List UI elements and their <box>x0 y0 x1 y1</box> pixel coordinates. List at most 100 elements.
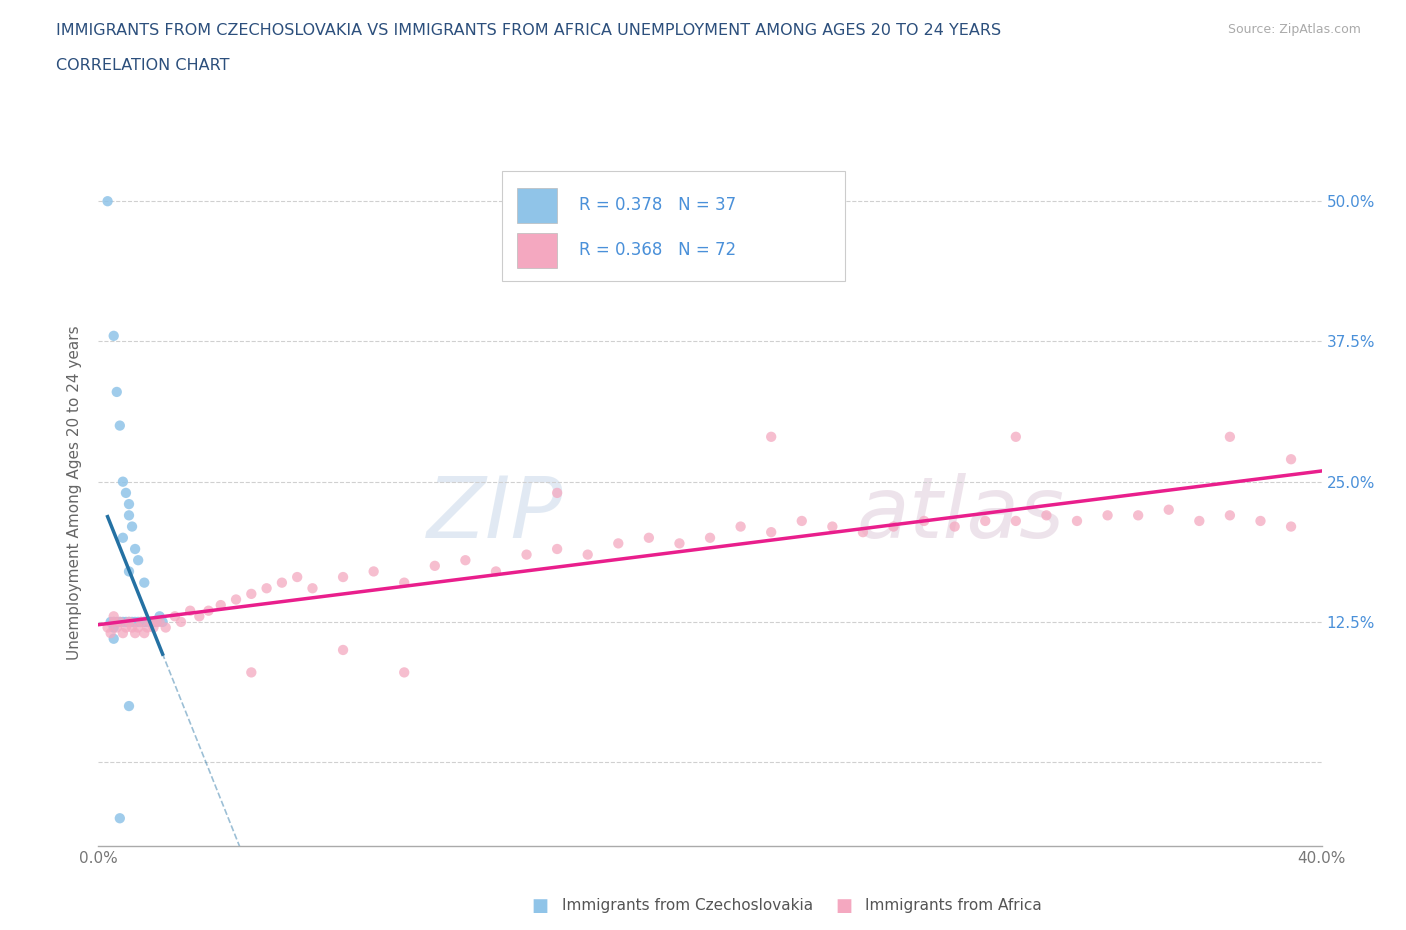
Point <box>121 519 143 534</box>
Point <box>209 598 232 613</box>
Point <box>121 620 143 635</box>
Point <box>118 615 141 630</box>
Point <box>912 513 935 528</box>
Point <box>301 581 323 596</box>
Point <box>149 609 172 624</box>
Text: CORRELATION CHART: CORRELATION CHART <box>56 58 229 73</box>
Point <box>730 519 752 534</box>
Point <box>546 541 568 556</box>
Point <box>118 698 141 713</box>
Point <box>1249 513 1271 528</box>
Point <box>170 615 193 630</box>
Text: Immigrants from Africa: Immigrants from Africa <box>865 898 1042 913</box>
Text: R = 0.378   N = 37: R = 0.378 N = 37 <box>579 196 737 214</box>
Point <box>155 620 177 635</box>
Text: Immigrants from Czechoslovakia: Immigrants from Czechoslovakia <box>562 898 814 913</box>
Point <box>240 665 263 680</box>
Point <box>145 615 167 630</box>
Point <box>134 576 156 591</box>
Point <box>1066 513 1088 528</box>
Point <box>668 536 690 551</box>
Text: ■: ■ <box>835 897 852 915</box>
Point <box>108 418 131 433</box>
Text: ■: ■ <box>531 897 548 915</box>
Point <box>142 620 165 635</box>
Bar <box>517 188 557 223</box>
Point <box>240 587 263 602</box>
Bar <box>502 171 845 281</box>
Point <box>179 604 201 618</box>
Point <box>139 615 162 630</box>
Point <box>134 615 156 630</box>
Point <box>108 615 131 630</box>
Point <box>1219 430 1241 445</box>
Point <box>1279 452 1302 467</box>
Point <box>121 615 143 630</box>
Point <box>97 620 120 635</box>
Point <box>118 615 141 630</box>
Point <box>103 631 125 646</box>
Point <box>1128 508 1150 523</box>
Point <box>943 519 966 534</box>
Point <box>127 620 149 635</box>
Point <box>1219 508 1241 523</box>
Point <box>821 519 844 534</box>
Point <box>270 576 292 591</box>
Point <box>115 615 138 630</box>
Point <box>118 508 141 523</box>
Text: R = 0.368   N = 72: R = 0.368 N = 72 <box>579 242 737 259</box>
Point <box>136 620 159 635</box>
Point <box>790 513 813 528</box>
Point <box>607 536 630 551</box>
Point <box>363 564 385 578</box>
Point <box>103 615 125 630</box>
Point <box>332 569 354 584</box>
Y-axis label: Unemployment Among Ages 20 to 24 years: Unemployment Among Ages 20 to 24 years <box>67 326 83 660</box>
Point <box>124 615 146 630</box>
Point <box>103 615 125 630</box>
Point <box>285 569 308 584</box>
Point <box>1279 519 1302 534</box>
Point <box>134 626 156 641</box>
Point <box>139 615 162 630</box>
Point <box>516 547 538 562</box>
Point <box>546 485 568 500</box>
Point <box>759 430 782 445</box>
Point <box>105 615 128 630</box>
Point <box>118 497 141 512</box>
Point <box>145 615 167 630</box>
Point <box>392 665 416 680</box>
Point <box>1004 513 1026 528</box>
Point <box>127 615 149 630</box>
Point <box>225 592 247 607</box>
Point <box>197 604 219 618</box>
Point <box>105 384 128 399</box>
Point <box>1157 502 1180 517</box>
Point <box>136 615 159 630</box>
Point <box>103 609 125 624</box>
Point <box>124 541 146 556</box>
Point <box>129 615 152 630</box>
Point <box>142 615 165 630</box>
Text: Source: ZipAtlas.com: Source: ZipAtlas.com <box>1227 23 1361 36</box>
Point <box>256 581 278 596</box>
Point <box>454 552 477 567</box>
Point <box>124 626 146 641</box>
Point <box>852 525 875 539</box>
Point <box>392 576 416 591</box>
Point <box>163 609 186 624</box>
Point <box>100 615 122 630</box>
Point <box>576 547 599 562</box>
Point <box>105 620 128 635</box>
Point <box>118 564 141 578</box>
Point <box>699 530 721 545</box>
Point <box>100 626 122 641</box>
Point <box>637 530 661 545</box>
Point <box>152 615 174 630</box>
Point <box>188 609 211 624</box>
Text: atlas: atlas <box>856 472 1064 555</box>
Point <box>103 328 125 343</box>
Point <box>423 558 446 573</box>
Point <box>108 615 131 630</box>
Bar <box>517 232 557 268</box>
